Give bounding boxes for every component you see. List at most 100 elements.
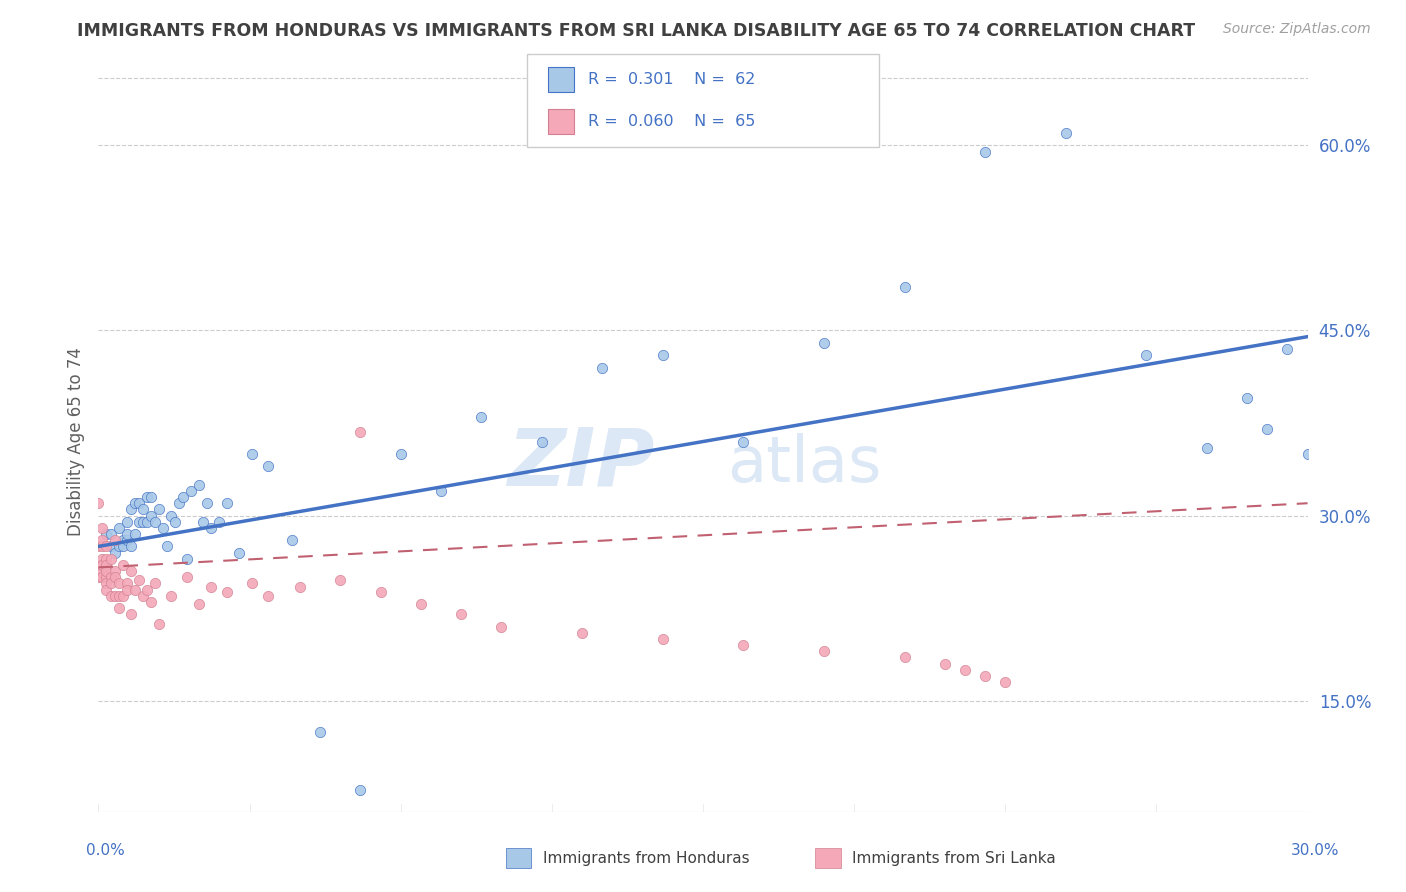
Point [1195,441,1218,455]
Point [188,598,211,612]
Point [107,589,129,603]
Point [100,570,122,584]
Point [148,617,170,632]
Point [103,570,125,584]
Point [143,576,166,591]
Point [167,496,190,510]
Point [120,540,142,554]
Point [107,521,129,535]
Point [389,447,412,461]
Point [91,558,114,572]
Text: 30.0%: 30.0% [1291,843,1339,858]
Text: Immigrants from Honduras: Immigrants from Honduras [543,851,749,865]
Point [200,521,222,535]
Point [111,540,134,554]
Point [107,576,129,591]
Y-axis label: Disability Age 65 to 74: Disability Age 65 to 74 [66,347,84,536]
Point [91,521,114,535]
Point [152,521,174,535]
Text: Source: ZipAtlas.com: Source: ZipAtlas.com [1223,22,1371,37]
Point [87,540,110,554]
Text: atlas: atlas [727,433,882,495]
Point [813,335,835,350]
Point [91,564,114,578]
Point [115,533,138,548]
Point [530,434,553,449]
Point [135,490,157,504]
Point [132,502,155,516]
Point [124,527,146,541]
Point [96,564,118,578]
Point [96,551,118,566]
Point [96,540,118,554]
Point [176,551,198,566]
Point [1277,342,1299,356]
Point [163,515,186,529]
Point [100,576,122,591]
Point [1296,447,1319,461]
Point [733,638,755,652]
Point [217,496,239,510]
Point [148,502,170,516]
Point [96,582,118,597]
Point [309,724,332,739]
Point [1135,348,1157,362]
Point [156,540,179,554]
Point [143,515,166,529]
Point [91,540,114,554]
Point [349,425,371,439]
Point [103,546,125,560]
Point [1256,422,1278,436]
Point [87,558,110,572]
Point [87,570,110,584]
Point [953,663,976,677]
Point [450,607,472,622]
Point [139,508,162,523]
Point [115,515,138,529]
Point [188,477,211,491]
Point [132,589,155,603]
Point [103,533,125,548]
Point [651,632,673,646]
Point [115,527,138,541]
Point [103,564,125,578]
Point [974,145,997,159]
Point [103,589,125,603]
Text: IMMIGRANTS FROM HONDURAS VS IMMIGRANTS FROM SRI LANKA DISABILITY AGE 65 TO 74 CO: IMMIGRANTS FROM HONDURAS VS IMMIGRANTS F… [77,22,1195,40]
Point [135,515,157,529]
Point [139,595,162,609]
Point [128,515,150,529]
Point [240,576,263,591]
Point [120,502,142,516]
Point [994,675,1017,690]
Point [124,582,146,597]
Point [91,551,114,566]
Point [409,598,432,612]
Point [228,546,250,560]
Point [128,573,150,587]
Point [208,515,231,529]
Point [217,585,239,599]
Text: Immigrants from Sri Lanka: Immigrants from Sri Lanka [852,851,1056,865]
Point [1054,126,1077,140]
Point [100,589,122,603]
Point [430,483,453,498]
Point [172,490,194,504]
Point [91,533,114,548]
Point [115,582,138,597]
Point [107,540,129,554]
Point [281,533,304,548]
Point [491,620,513,634]
Point [934,657,956,671]
Point [100,540,122,554]
Point [111,558,134,572]
Point [160,589,183,603]
Point [240,447,263,461]
Point [132,515,155,529]
Point [256,589,278,603]
Point [91,570,114,584]
Point [139,490,162,504]
Point [135,582,157,597]
Text: ZIP: ZIP [508,425,655,503]
Point [1236,392,1258,406]
